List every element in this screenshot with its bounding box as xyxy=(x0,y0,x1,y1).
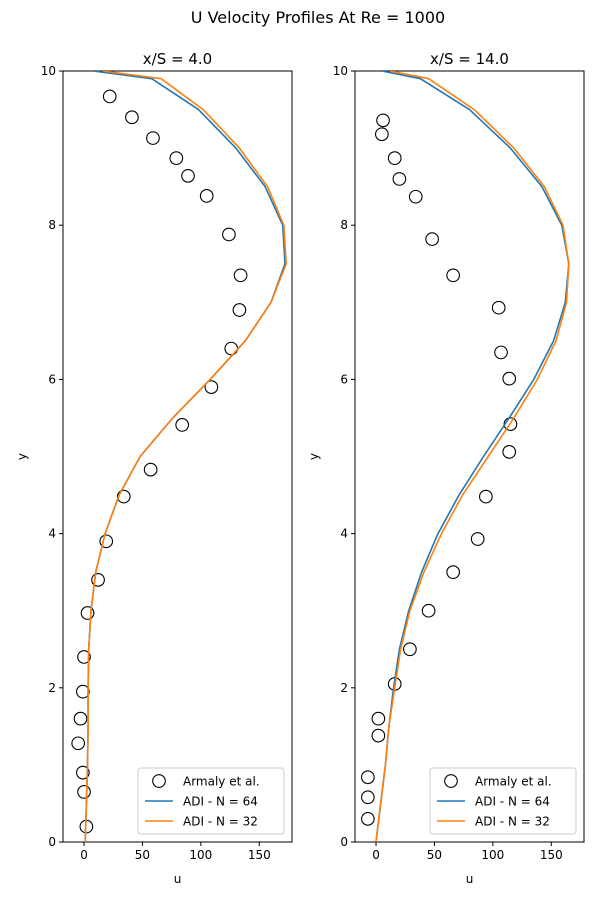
subplot-left: x/S = 4.0 0 50 100 150 0 2 4 6 8 10 u y Armaly et al.… xyxy=(15,50,293,886)
legend-label-adi-n-64: ADI - N = 64 xyxy=(475,795,550,809)
data-point-armaly-et-al xyxy=(425,232,439,246)
data-point-armaly-et-al xyxy=(502,445,517,459)
plot-area xyxy=(71,71,288,842)
data-point-armaly-et-al xyxy=(204,380,219,394)
y-tick-label: 4 xyxy=(340,527,348,541)
data-point-armaly-et-al xyxy=(408,189,423,204)
x-tick-label: 100 xyxy=(189,848,212,862)
legend-label-armaly-et-al: Armaly et al. xyxy=(183,775,260,789)
series-line-adi-n-32 xyxy=(375,71,570,842)
subplot-title: x/S = 4.0 xyxy=(143,50,212,68)
y-axis-label: y xyxy=(15,453,29,460)
data-point-armaly-et-al xyxy=(494,345,508,360)
series-line-adi-n-64 xyxy=(84,71,286,842)
data-point-armaly-et-al xyxy=(222,227,236,242)
data-point-armaly-et-al xyxy=(169,151,184,165)
x-tick-label: 150 xyxy=(248,848,271,862)
data-point-armaly-et-al xyxy=(376,113,390,128)
data-point-armaly-et-al xyxy=(446,565,460,580)
y-tick-label: 2 xyxy=(48,681,56,695)
data-point-armaly-et-al xyxy=(421,603,436,618)
data-point-armaly-et-al xyxy=(479,489,493,504)
data-point-armaly-et-al xyxy=(371,711,386,726)
legend-box xyxy=(137,767,285,835)
legend-box xyxy=(429,767,577,835)
legend-label-adi-n-32: ADI - N = 32 xyxy=(475,815,550,829)
subplot-title: x/S = 14.0 xyxy=(430,50,509,68)
data-point-armaly-et-al xyxy=(233,268,248,283)
data-point-armaly-et-al xyxy=(232,303,247,317)
y-tick-label: 2 xyxy=(340,681,348,695)
y-tick-label: 10 xyxy=(333,64,348,78)
series-line-adi-n-64 xyxy=(375,71,570,842)
x-tick-label: 50 xyxy=(427,848,442,862)
legend: Armaly et al. ADI - N = 64 ADI - N = 32 xyxy=(429,767,577,835)
data-point-armaly-et-al xyxy=(181,169,195,183)
data-point-armaly-et-al xyxy=(361,812,375,826)
x-axis-label: u xyxy=(466,872,474,886)
data-point-armaly-et-al xyxy=(71,736,86,751)
data-point-armaly-et-al xyxy=(470,532,485,546)
series-line-adi-n-32 xyxy=(84,71,288,842)
legend-swatch-armaly-et-al xyxy=(444,774,458,788)
legend-swatch-armaly-et-al xyxy=(152,774,166,788)
legend: Armaly et al. ADI - N = 64 ADI - N = 32 xyxy=(137,767,285,835)
legend-label-adi-n-64: ADI - N = 64 xyxy=(183,795,258,809)
x-tick-label: 100 xyxy=(481,848,504,862)
data-point-armaly-et-al xyxy=(146,131,160,145)
data-point-armaly-et-al xyxy=(491,300,506,315)
data-point-armaly-et-al xyxy=(199,189,214,203)
y-tick-label: 10 xyxy=(41,64,56,78)
y-tick-label: 0 xyxy=(48,835,56,849)
data-point-armaly-et-al xyxy=(503,417,518,431)
plot-area xyxy=(361,71,570,842)
axes-frame xyxy=(62,70,293,843)
y-tick-label: 6 xyxy=(48,372,56,386)
data-point-armaly-et-al xyxy=(387,151,402,165)
legend-label-adi-n-32: ADI - N = 32 xyxy=(183,815,258,829)
figure-suptitle: U Velocity Profiles At Re = 1000 xyxy=(191,8,445,27)
data-point-armaly-et-al xyxy=(224,341,239,356)
data-point-armaly-et-al xyxy=(361,790,375,805)
data-point-armaly-et-al xyxy=(77,650,91,664)
data-point-armaly-et-al xyxy=(375,127,389,142)
data-point-armaly-et-al xyxy=(77,785,91,799)
x-tick-label: 50 xyxy=(135,848,150,862)
data-point-armaly-et-al xyxy=(76,684,90,699)
data-point-armaly-et-al xyxy=(403,642,417,657)
data-point-armaly-et-al xyxy=(446,268,460,283)
data-point-armaly-et-al xyxy=(73,711,88,726)
x-tick-label: 150 xyxy=(540,848,563,862)
axes-frame xyxy=(354,70,585,843)
data-point-armaly-et-al xyxy=(371,728,386,743)
legend-label-armaly-et-al: Armaly et al. xyxy=(475,775,552,789)
x-tick-label: 0 xyxy=(372,848,380,862)
data-point-armaly-et-al xyxy=(99,534,114,549)
data-point-armaly-et-al xyxy=(175,418,190,432)
data-point-armaly-et-al xyxy=(102,89,117,104)
y-tick-label: 0 xyxy=(340,835,348,849)
data-point-armaly-et-al xyxy=(76,765,90,780)
data-point-armaly-et-al xyxy=(143,462,158,477)
x-tick-label: 0 xyxy=(80,848,88,862)
y-tick-label: 6 xyxy=(340,372,348,386)
data-point-armaly-et-al xyxy=(502,371,517,386)
y-tick-label: 4 xyxy=(48,527,56,541)
data-point-armaly-et-al xyxy=(80,606,95,620)
subplot-right: x/S = 14.0 0 50 100 150 0 2 4 6 8 10 u y Armaly et al… xyxy=(307,50,585,886)
y-tick-label: 8 xyxy=(340,218,348,232)
data-point-armaly-et-al xyxy=(125,110,139,125)
y-tick-label: 8 xyxy=(48,218,56,232)
x-axis-label: u xyxy=(174,872,182,886)
data-point-armaly-et-al xyxy=(116,489,131,504)
data-point-armaly-et-al xyxy=(91,573,105,587)
data-point-armaly-et-al xyxy=(392,172,407,186)
data-point-armaly-et-al xyxy=(361,770,375,785)
y-axis-label: y xyxy=(307,453,321,460)
